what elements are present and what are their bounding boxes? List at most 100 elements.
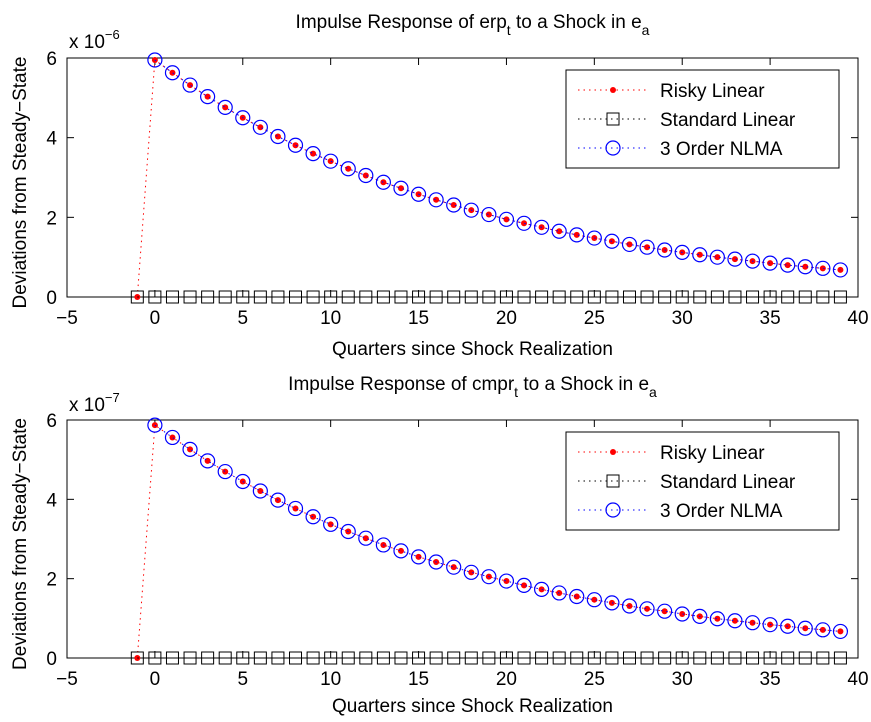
data-point-square xyxy=(693,290,707,304)
data-point-square xyxy=(306,651,320,665)
data-point-circle xyxy=(744,615,761,631)
data-point-square xyxy=(781,651,795,665)
legend-marker-circle xyxy=(605,502,621,518)
data-point-square xyxy=(253,651,267,665)
data-point-square xyxy=(183,651,197,665)
y-tick-label: 2 xyxy=(46,208,57,229)
data-point-square xyxy=(746,651,760,665)
y-axis-multiplier: x 10−7 xyxy=(69,390,120,416)
data-point-dot xyxy=(415,553,422,560)
data-point-dot xyxy=(327,521,334,528)
data-point-square xyxy=(781,290,795,304)
data-point-square xyxy=(816,290,830,304)
data-point-circle xyxy=(674,244,690,260)
data-point-circle xyxy=(832,623,849,640)
data-point-circle xyxy=(709,611,725,627)
y-axis-label: Deviations from Steady−State xyxy=(10,57,31,309)
data-point-circle xyxy=(604,595,620,611)
x-tick-label: 0 xyxy=(150,308,161,329)
data-point-square xyxy=(376,651,390,665)
series-circle xyxy=(147,417,849,640)
data-point-square xyxy=(640,651,654,665)
data-point-square xyxy=(271,290,285,304)
data-point-circle xyxy=(200,453,216,469)
data-point-circle xyxy=(287,137,304,153)
data-point-dot xyxy=(714,615,721,622)
data-point-square xyxy=(499,290,513,304)
data-point-square xyxy=(447,290,461,304)
data-point-square xyxy=(359,290,373,304)
x-tick-label: 5 xyxy=(237,308,248,329)
data-point-dot xyxy=(573,231,580,238)
data-point-square xyxy=(218,651,232,665)
data-point-circle xyxy=(182,77,198,93)
data-point-dot xyxy=(362,172,369,179)
data-point-square xyxy=(394,651,408,665)
data-point-square xyxy=(236,651,250,665)
data-point-circle xyxy=(533,219,550,235)
y-tick-label: 6 xyxy=(46,49,57,70)
data-point-square xyxy=(289,290,303,304)
data-point-circle xyxy=(393,543,409,559)
data-point-dot xyxy=(608,599,615,606)
chart-title-subscript: t xyxy=(507,22,511,38)
chart-title-subscript: a xyxy=(649,384,657,400)
data-point-square xyxy=(482,651,496,665)
data-point-circle xyxy=(393,180,409,196)
data-point-circle xyxy=(147,52,163,68)
data-point-square xyxy=(552,290,566,304)
x-tick-label: −5 xyxy=(56,669,78,690)
y-tick-label: 6 xyxy=(46,411,57,432)
y-tick-label: 4 xyxy=(46,129,57,150)
data-point-square xyxy=(412,290,426,304)
data-point-circle xyxy=(657,242,673,258)
y-tick-label: 0 xyxy=(46,288,57,309)
data-point-dot xyxy=(521,220,528,227)
data-point-circle xyxy=(780,257,796,273)
data-point-circle xyxy=(744,253,761,269)
data-point-square xyxy=(693,651,707,665)
data-point-dot xyxy=(187,82,194,89)
y-axis-multiplier-base: x 10 xyxy=(69,32,105,53)
data-point-dot xyxy=(591,596,598,603)
x-tick-label: 10 xyxy=(320,308,341,329)
data-point-square xyxy=(587,290,601,304)
data-point-circle xyxy=(692,247,708,263)
legend-marker-square xyxy=(606,474,620,488)
data-point-dot xyxy=(257,488,264,495)
y-tick-label: 4 xyxy=(46,490,57,511)
data-point-circle xyxy=(410,549,427,565)
data-point-dot xyxy=(257,124,264,131)
data-point-square xyxy=(306,290,320,304)
x-tick-label: 30 xyxy=(672,669,693,690)
data-point-dot xyxy=(802,263,809,270)
data-point-square xyxy=(517,651,531,665)
data-point-circle xyxy=(463,202,479,218)
data-point-circle xyxy=(287,500,304,517)
data-point-circle xyxy=(604,233,620,249)
data-point-circle xyxy=(217,99,233,115)
data-point-circle xyxy=(709,249,725,265)
data-point-square xyxy=(675,290,689,304)
legend-label: 3 Order NLMA xyxy=(660,501,783,522)
data-point-circle xyxy=(692,608,708,624)
data-point-square xyxy=(376,290,390,304)
data-point-square xyxy=(535,290,549,304)
legend-label: Risky Linear xyxy=(660,81,765,102)
data-point-square xyxy=(658,651,672,665)
data-point-dot xyxy=(327,158,334,165)
data-point-circle xyxy=(569,588,585,605)
data-point-circle xyxy=(323,516,339,532)
x-tick-label: −5 xyxy=(56,308,78,329)
data-point-dot xyxy=(222,468,229,475)
data-point-dot xyxy=(837,628,844,635)
data-point-square xyxy=(482,290,496,304)
data-point-circle xyxy=(727,251,743,267)
series-square xyxy=(130,290,847,304)
data-point-circle xyxy=(586,592,602,608)
data-point-circle xyxy=(410,186,427,202)
data-point-square xyxy=(271,651,285,665)
data-point-dot xyxy=(784,262,791,269)
x-tick-label: 10 xyxy=(320,669,341,690)
